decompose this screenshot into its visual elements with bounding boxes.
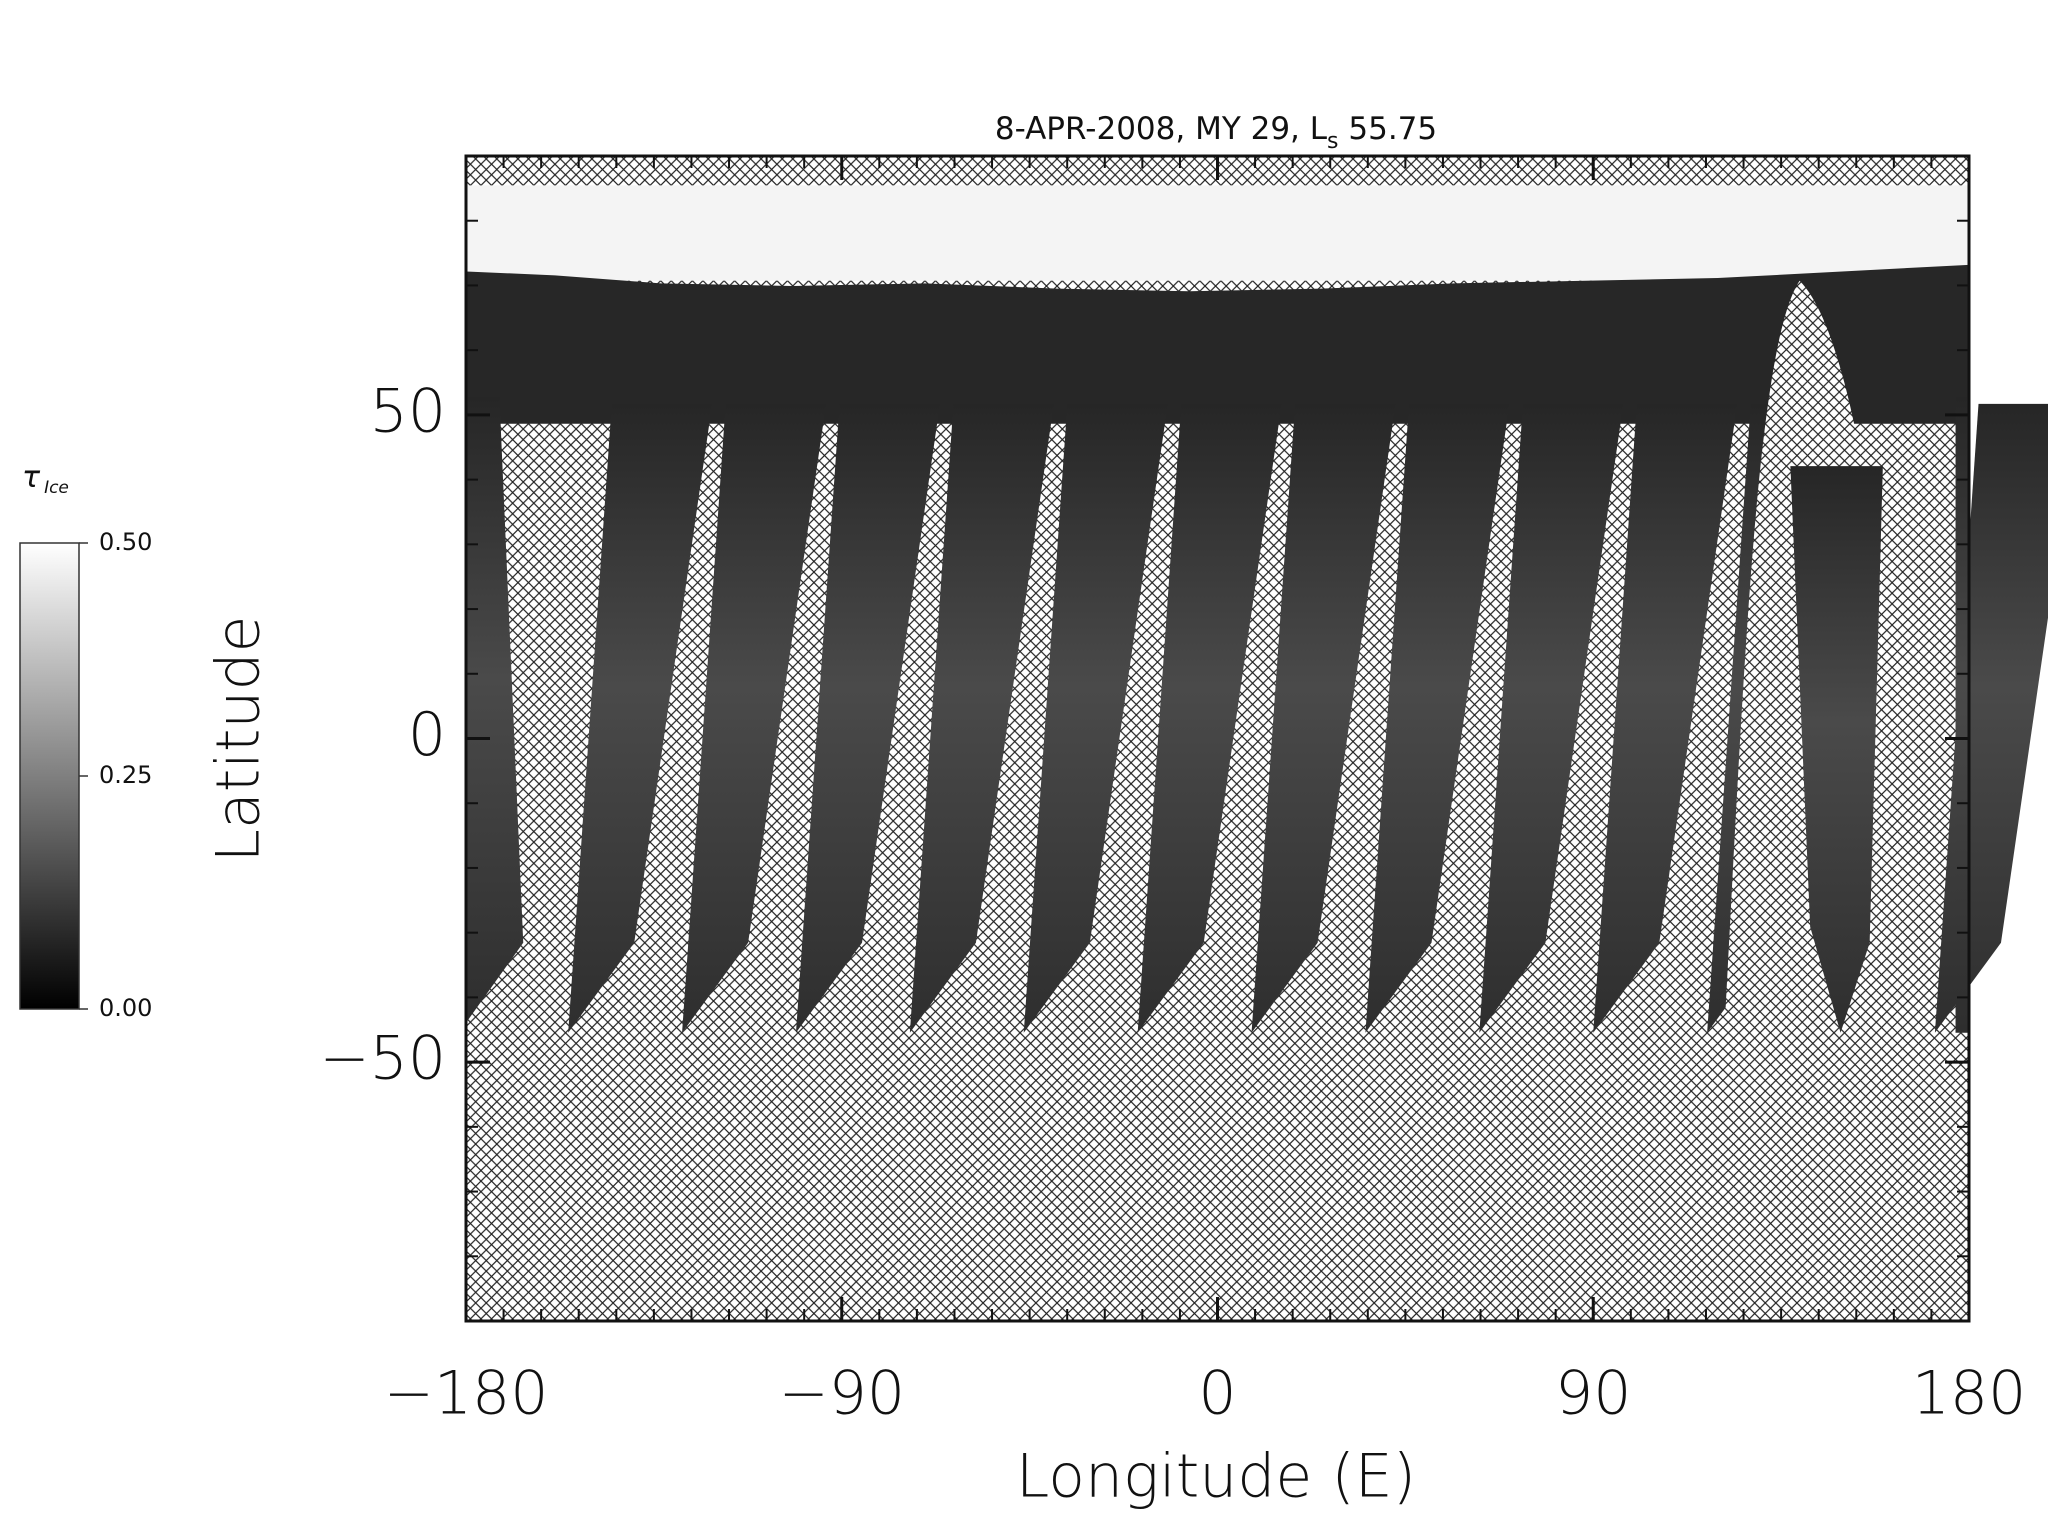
chart-title: 8-APR-2008, MY 29, Ls 55.75 (995, 111, 1437, 155)
swath (1593, 403, 1738, 1033)
swath (1251, 403, 1396, 1033)
swath (568, 403, 713, 1033)
map-image (466, 156, 2048, 1322)
colorbar-tick-label: 0.50 (99, 528, 152, 556)
colorbar-symbol: τ (22, 460, 41, 495)
title-subscript: s (1327, 129, 1338, 154)
x-axis-label: Longitude (E) (1016, 1442, 1416, 1512)
swath (466, 397, 524, 1023)
swath (682, 403, 827, 1033)
colorbar (19, 542, 80, 1010)
swath (795, 403, 940, 1033)
colorbar-tick-label: 0.00 (99, 994, 152, 1022)
swath (1955, 397, 1969, 1033)
title-part: 8-APR-2008, MY 29, L (995, 111, 1328, 147)
y-tick-label: 50 (370, 376, 446, 446)
y-axis-label: Latitude (204, 616, 274, 863)
title-part: 55.75 (1339, 111, 1438, 147)
swath (1790, 466, 1883, 1033)
swath (1479, 403, 1624, 1033)
x-tick-label: −180 (384, 1359, 549, 1429)
x-tick-label: 180 (1912, 1359, 2027, 1429)
colorbar-tick-label: 0.25 (99, 761, 152, 789)
plot-frame (464, 154, 1971, 1323)
y-tick-label: −50 (319, 1024, 446, 1094)
y-tick-label: 0 (408, 700, 446, 770)
swath (909, 403, 1054, 1033)
swath (1365, 403, 1510, 1033)
x-tick-label: −90 (778, 1359, 905, 1429)
colorbar-label: τ Ice (22, 460, 69, 499)
swath (1137, 403, 1282, 1033)
x-tick-label: 0 (1198, 1359, 1236, 1429)
colorbar-subscript: Ice (44, 478, 69, 498)
swath (1023, 403, 1168, 1033)
x-tick-label: 90 (1555, 1359, 1631, 1429)
